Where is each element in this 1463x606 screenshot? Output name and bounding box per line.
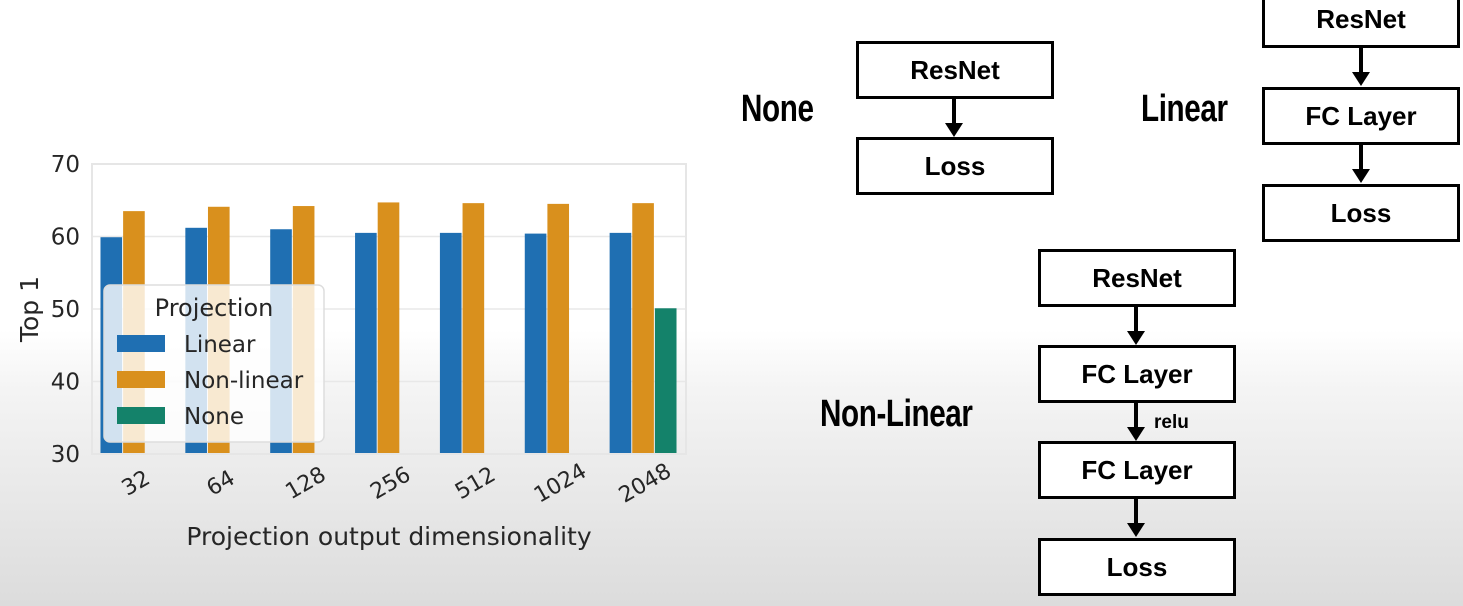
diagram-none-loss-box: Loss: [856, 137, 1054, 195]
diagram-nonlinear-fc2-box: FC Layer: [1038, 441, 1236, 499]
x-ticks: 32 64 128 256 512 1024 2048: [118, 459, 676, 509]
arrow-down-icon: [1134, 307, 1138, 333]
bar-chart: 30 40 50 60 70 32 64 128 256 512 1024 2048 Top 1 P…: [15, 152, 687, 551]
legend-title: Projection: [155, 294, 274, 322]
legend: Projection Linear Non-linear None: [103, 284, 325, 443]
arrow-down-icon: [1134, 499, 1138, 525]
diagram-nonlinear-fc1-box: FC Layer: [1038, 345, 1236, 403]
x-tick-label: 256: [366, 462, 415, 505]
diagram-label-none: None: [741, 88, 814, 130]
y-tick-label: 60: [51, 225, 80, 251]
diagram-none-resnet-box: ResNet: [856, 41, 1054, 99]
diagram-linear-loss-box: Loss: [1262, 184, 1460, 242]
diagram-label-nonlinear: Non-Linear: [820, 393, 973, 435]
diagram-nonlinear-loss-box: Loss: [1038, 538, 1236, 596]
bar-non-linear: [462, 203, 485, 454]
legend-label: Non-linear: [184, 368, 304, 394]
x-tick-label: 32: [118, 466, 155, 502]
bar-non-linear: [377, 202, 400, 454]
x-tick-label: 64: [203, 466, 240, 502]
y-tick-label: 50: [51, 297, 80, 323]
y-tick-label: 30: [51, 442, 80, 468]
bar-linear: [355, 232, 377, 454]
x-tick-label: 2048: [615, 459, 676, 509]
x-tick-label: 128: [281, 462, 330, 505]
legend-label: None: [184, 404, 244, 430]
diagram-nonlinear-resnet-box: ResNet: [1038, 249, 1236, 307]
y-tick-label: 40: [51, 370, 80, 396]
x-tick-label: 1024: [530, 459, 591, 509]
bar-linear: [524, 233, 547, 454]
arrow-down-icon: [1359, 48, 1363, 74]
diagram-linear-fc-box: FC Layer: [1262, 87, 1460, 145]
legend-swatch: [117, 371, 165, 388]
diagram-linear-resnet-box: ResNet: [1262, 0, 1460, 48]
arrow-down-icon: [952, 99, 956, 125]
x-tick-label: 512: [451, 462, 500, 505]
bar-linear: [609, 232, 632, 454]
arrow-down-icon: [1359, 145, 1363, 171]
bar-non-linear: [632, 203, 654, 454]
legend-box: [103, 284, 325, 443]
legend-swatch: [117, 335, 165, 352]
relu-label: relu: [1154, 412, 1189, 433]
legend-swatch: [117, 407, 165, 424]
arrow-down-icon: [1134, 403, 1138, 429]
diagram-label-linear: Linear: [1141, 88, 1228, 130]
plot-frame: [91, 163, 687, 455]
legend-label: Linear: [184, 332, 256, 358]
bar-linear: [439, 232, 462, 454]
y-axis-label: Top 1: [15, 276, 44, 343]
y-tick-label: 70: [51, 152, 80, 178]
bar-none: [654, 308, 677, 454]
y-ticks: 30 40 50 60 70: [51, 152, 80, 468]
bar-non-linear: [547, 203, 570, 454]
x-axis-label: Projection output dimensionality: [186, 522, 591, 551]
